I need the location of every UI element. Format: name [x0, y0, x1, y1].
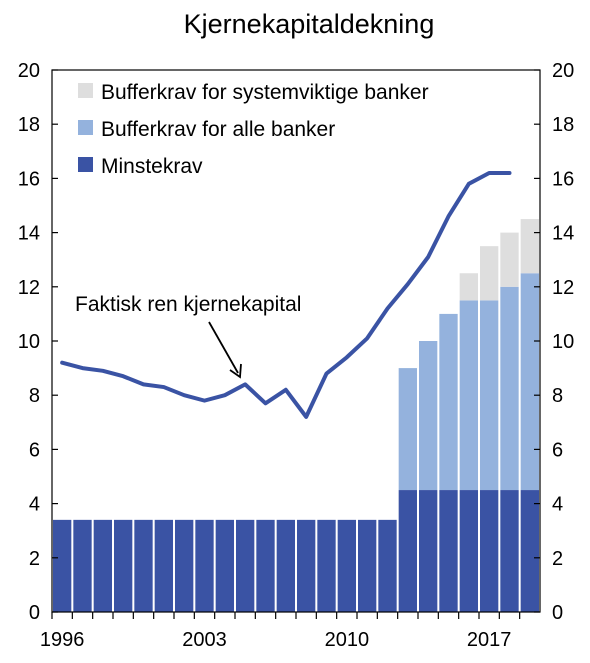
y-tick-label-left-8: 8: [29, 385, 40, 407]
legend-label-bufferkrav-for-alle-banker: Bufferkrav for alle banker: [101, 118, 335, 141]
y-tick-label-right-20: 20: [552, 60, 574, 82]
y-tick-label-left-16: 16: [18, 168, 40, 190]
bar-minstekrav-1997: [73, 519, 92, 612]
chart-title: Kjernekapitaldekning: [184, 9, 435, 39]
bar-minstekrav-1996: [53, 519, 72, 612]
y-tick-label-right-0: 0: [552, 602, 563, 624]
bar-minstekrav-2003: [195, 519, 214, 612]
bar-minstekrav-2008: [297, 519, 316, 612]
y-tick-label-right-4: 4: [552, 494, 563, 516]
x-tick-label-1996: 1996: [40, 629, 85, 651]
y-tick-label-left-10: 10: [18, 331, 40, 353]
bar-bufferkrav-for-alle-banker-2015: [439, 313, 458, 491]
bar-bufferkrav-for-systemviktige-banker-2016: [459, 273, 478, 301]
bar-bufferkrav-for-alle-banker-2019: [520, 273, 539, 491]
bars-layer: [53, 219, 539, 612]
legend-label-minstekrav: Minstekrav: [101, 155, 203, 178]
line-layer: [60, 170, 512, 419]
bar-minstekrav-2010: [337, 519, 356, 612]
y-tick-label-right-16: 16: [552, 168, 574, 190]
bar-minstekrav-2016: [459, 490, 478, 612]
bar-minstekrav-2001: [154, 519, 173, 612]
bar-minstekrav-2007: [276, 519, 295, 612]
bar-bufferkrav-for-systemviktige-banker-2019: [520, 219, 539, 274]
axes-layer: 0 0 2 2 4 4 6 6 8 8 10 10 12 12 14 14 16 16 18 18 20 20 1996 20…: [18, 60, 575, 651]
bar-minstekrav-1998: [93, 519, 112, 612]
y-tick-label-left-14: 14: [18, 223, 40, 245]
bar-bufferkrav-for-systemviktige-banker-2018: [500, 232, 519, 287]
bar-minstekrav-2006: [256, 519, 275, 612]
bar-minstekrav-2017: [480, 490, 499, 612]
y-tick-label-left-4: 4: [29, 494, 40, 516]
y-tick-label-right-14: 14: [552, 223, 574, 245]
annotation-layer: Faktisk ren kjernekapital: [75, 293, 301, 379]
y-tick-label-left-2: 2: [29, 548, 40, 570]
bar-minstekrav-1999: [114, 519, 133, 612]
bar-minstekrav-2004: [215, 519, 234, 612]
bar-minstekrav-2002: [175, 519, 194, 612]
legend-swatch-bufferkrav-for-alle-banker: [78, 120, 93, 135]
bar-bufferkrav-for-alle-banker-2014: [419, 341, 438, 491]
y-tick-label-right-10: 10: [552, 331, 574, 353]
y-tick-label-left-12: 12: [18, 277, 40, 299]
annotation-arrow-shaft: [208, 321, 239, 374]
bar-minstekrav-2000: [134, 519, 153, 612]
y-tick-label-right-6: 6: [552, 439, 563, 461]
x-tick-label-2010: 2010: [325, 629, 370, 651]
y-tick-label-left-0: 0: [29, 602, 40, 624]
annotation-arrow-head: [229, 363, 242, 379]
bar-minstekrav-2018: [500, 490, 519, 612]
y-tick-label-right-2: 2: [552, 548, 563, 570]
bar-minstekrav-2012: [378, 519, 397, 612]
annotation-label: Faktisk ren kjernekapital: [75, 293, 301, 316]
bar-minstekrav-2015: [439, 490, 458, 612]
bar-minstekrav-2013: [398, 490, 417, 612]
y-tick-label-left-18: 18: [18, 114, 40, 136]
bar-minstekrav-2005: [236, 519, 255, 612]
bar-minstekrav-2009: [317, 519, 336, 612]
bar-bufferkrav-for-alle-banker-2013: [398, 368, 417, 491]
x-tick-label-2003: 2003: [182, 629, 227, 651]
y-tick-label-right-8: 8: [552, 385, 563, 407]
bar-minstekrav-2019: [520, 490, 539, 612]
legend-swatch-minstekrav: [78, 157, 93, 172]
y-tick-label-left-20: 20: [18, 60, 40, 82]
bar-minstekrav-2011: [358, 519, 377, 612]
x-tick-label-2017: 2017: [467, 629, 512, 651]
bar-bufferkrav-for-alle-banker-2017: [480, 300, 499, 491]
legend-label-bufferkrav-for-systemviktige-banker: Bufferkrav for systemviktige banker: [101, 81, 429, 104]
legend: Bufferkrav for systemviktige banker Buffe…: [78, 81, 429, 178]
legend-swatch-bufferkrav-for-systemviktige-banker: [78, 83, 93, 98]
bar-bufferkrav-for-alle-banker-2018: [500, 286, 519, 491]
bar-bufferkrav-for-alle-banker-2016: [459, 300, 478, 491]
bar-minstekrav-2014: [419, 490, 438, 612]
y-tick-label-right-18: 18: [552, 114, 574, 136]
y-tick-label-right-12: 12: [552, 277, 574, 299]
y-tick-label-left-6: 6: [29, 439, 40, 461]
bar-bufferkrav-for-systemviktige-banker-2017: [480, 246, 499, 301]
